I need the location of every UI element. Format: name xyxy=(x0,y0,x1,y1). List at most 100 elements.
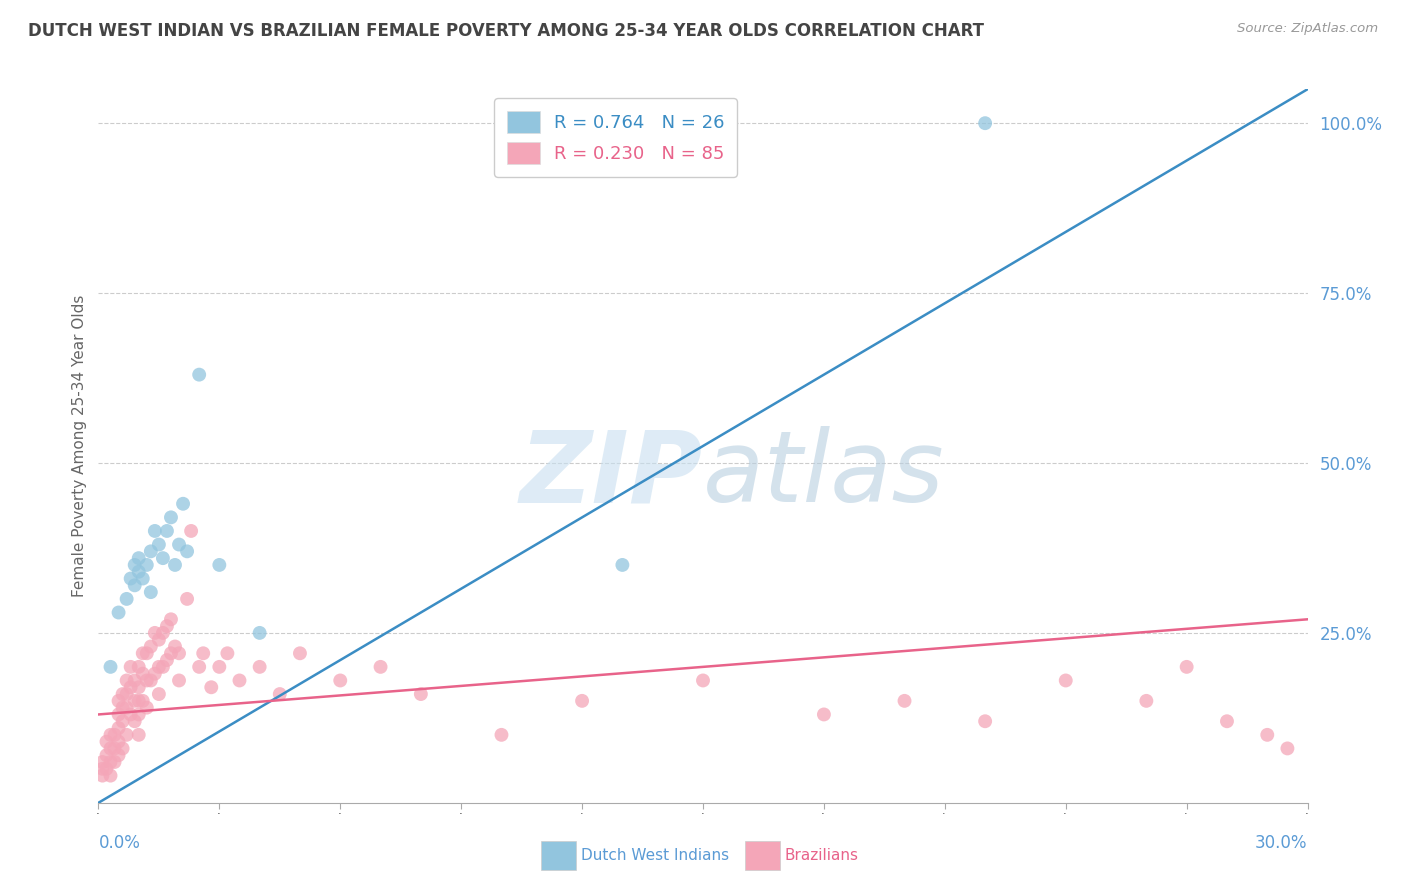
Point xyxy=(1277,741,1299,756)
Text: DUTCH WEST INDIAN VS BRAZILIAN FEMALE POVERTY AMONG 25-34 YEAR OLDS CORRELATION : DUTCH WEST INDIAN VS BRAZILIAN FEMALE PO… xyxy=(28,22,984,40)
Point xyxy=(200,680,222,694)
Point xyxy=(135,673,157,688)
Point xyxy=(111,714,134,729)
Point xyxy=(1216,714,1239,729)
Point xyxy=(111,687,134,701)
Point xyxy=(107,694,129,708)
Point xyxy=(217,646,239,660)
Point xyxy=(96,748,118,763)
Point xyxy=(692,673,714,688)
Point xyxy=(1175,660,1198,674)
Point xyxy=(120,680,142,694)
Point xyxy=(974,116,997,130)
Point xyxy=(120,572,142,586)
Point xyxy=(143,524,166,538)
Text: Dutch West Indians: Dutch West Indians xyxy=(581,848,728,863)
Point xyxy=(115,700,138,714)
Text: atlas: atlas xyxy=(703,426,945,523)
Point xyxy=(124,714,146,729)
Text: 0.0%: 0.0% xyxy=(98,834,141,852)
Point xyxy=(152,660,174,674)
Point xyxy=(1256,728,1278,742)
Point xyxy=(132,572,155,586)
Point xyxy=(491,728,513,742)
Point xyxy=(100,660,122,674)
Point xyxy=(167,646,190,660)
Point xyxy=(160,510,183,524)
Point xyxy=(176,544,198,558)
Point xyxy=(249,660,271,674)
Point xyxy=(107,734,129,748)
Point xyxy=(91,755,114,769)
Point xyxy=(135,646,157,660)
Point xyxy=(172,497,194,511)
Point xyxy=(156,619,179,633)
Point xyxy=(409,687,432,701)
Point xyxy=(100,728,122,742)
Point xyxy=(107,606,129,620)
Point xyxy=(163,558,186,572)
Point xyxy=(188,368,211,382)
Point xyxy=(111,741,134,756)
Point xyxy=(208,660,231,674)
Point xyxy=(208,558,231,572)
Point xyxy=(160,646,183,660)
Point xyxy=(249,626,271,640)
Point xyxy=(143,626,166,640)
Point xyxy=(124,673,146,688)
Point xyxy=(103,755,125,769)
Point xyxy=(139,544,162,558)
Point xyxy=(156,653,179,667)
Point xyxy=(128,565,150,579)
Y-axis label: Female Poverty Among 25-34 Year Olds: Female Poverty Among 25-34 Year Olds xyxy=(72,295,87,597)
Point xyxy=(288,646,311,660)
Point xyxy=(148,687,170,701)
Point xyxy=(193,646,215,660)
Point xyxy=(103,741,125,756)
Point xyxy=(139,585,162,599)
Point xyxy=(143,666,166,681)
Point xyxy=(128,660,150,674)
Point xyxy=(115,591,138,606)
Point xyxy=(107,748,129,763)
Point xyxy=(370,660,392,674)
Point xyxy=(107,707,129,722)
Text: Brazilians: Brazilians xyxy=(785,848,859,863)
Point xyxy=(156,524,179,538)
Point xyxy=(100,741,122,756)
Point xyxy=(135,700,157,714)
Point xyxy=(128,707,150,722)
Point xyxy=(813,707,835,722)
Point xyxy=(124,578,146,592)
Point xyxy=(132,694,155,708)
Point xyxy=(1135,694,1157,708)
Point xyxy=(128,728,150,742)
Point xyxy=(91,762,114,776)
Point xyxy=(100,755,122,769)
Point xyxy=(269,687,291,701)
Point xyxy=(571,694,593,708)
Point xyxy=(160,612,183,626)
Point xyxy=(148,660,170,674)
Point xyxy=(124,558,146,572)
Point xyxy=(115,728,138,742)
Point xyxy=(329,673,352,688)
Point xyxy=(128,551,150,566)
Point xyxy=(176,591,198,606)
Point xyxy=(128,694,150,708)
Point xyxy=(167,537,190,551)
Point xyxy=(135,558,157,572)
Text: Source: ZipAtlas.com: Source: ZipAtlas.com xyxy=(1237,22,1378,36)
Point xyxy=(167,673,190,688)
Point xyxy=(139,673,162,688)
Point xyxy=(115,687,138,701)
Point xyxy=(115,673,138,688)
Point xyxy=(148,632,170,647)
Point xyxy=(188,660,211,674)
Point xyxy=(107,721,129,735)
Point xyxy=(100,769,122,783)
Point xyxy=(124,694,146,708)
Point xyxy=(139,640,162,654)
Point xyxy=(152,551,174,566)
Text: 30.0%: 30.0% xyxy=(1256,834,1308,852)
